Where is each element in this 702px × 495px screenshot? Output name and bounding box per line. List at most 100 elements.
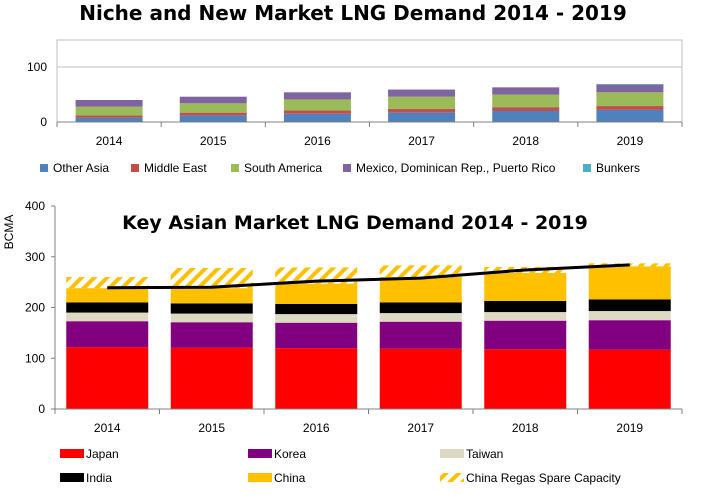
chart-2-bar-china [275, 283, 358, 304]
chart-2-total-line [107, 263, 630, 290]
chart-2-bar-korea [484, 320, 567, 350]
chart-2-bar-china-regas-spare-capacity [170, 267, 253, 289]
chart-2-bar-china [66, 288, 149, 303]
chart-2-legend-swatch [60, 449, 84, 458]
chart-1-bar-middle-east [75, 115, 143, 118]
chart-2-bar-japan [484, 349, 567, 409]
chart-2-legend-label: China Regas Spare Capacity [466, 471, 621, 485]
chart-2-x-tick-label: 2014 [94, 421, 121, 435]
chart-1-legend-label: Bunkers [596, 161, 640, 175]
chart-2-bar-korea [275, 322, 358, 349]
chart-1-y-tick-label: 0 [40, 115, 47, 129]
chart-2-title: Key Asian Market LNG Demand 2014 - 2019 [122, 212, 588, 234]
chart-2-bar-india [170, 303, 253, 314]
chart-1-bar-middle-east [179, 112, 247, 116]
chart-1-legend-swatch [343, 164, 351, 172]
chart-2-bar-india [66, 302, 149, 313]
chart-2-legend-label: Korea [274, 447, 306, 461]
chart-1-legend-label: Other Asia [53, 161, 109, 175]
chart-1-legend-label: Mexico, Dominican Rep., Puerto Rico [356, 161, 556, 175]
chart-1-bar-south-america [388, 96, 456, 109]
chart-2-bar-taiwan [275, 314, 358, 323]
chart-1-legend-swatch [583, 164, 591, 172]
chart-2-bar-india [275, 303, 358, 315]
chart-2-legend: Japan Korea Taiwan India China China Regas Sp… [60, 447, 621, 485]
chart-1-x-tick-label: 2018 [512, 134, 539, 148]
chart-2-x-tick-label: 2017 [407, 421, 434, 435]
chart-2-y-tick-label: 300 [25, 250, 45, 264]
chart-2-legend-label: India [86, 471, 112, 485]
chart-1-bar-other-asia [388, 112, 456, 122]
chart-2-legend-label: China [274, 471, 306, 485]
chart-2-bar-india [588, 299, 671, 312]
chart-1-bar-mexico-dominican-rep-puerto-rico [179, 96, 247, 104]
chart-2-bar-india [379, 302, 462, 314]
chart-2-bar-india [484, 300, 567, 313]
chart-1-bar-mexico-dominican-rep-puerto-rico [283, 92, 351, 100]
chart-2-bar-japan [66, 347, 149, 409]
chart-2-x-tick-label: 2015 [198, 421, 225, 435]
chart-2-bar-korea [588, 320, 671, 350]
chart-1-bar-mexico-dominican-rep-puerto-rico [492, 87, 560, 95]
chart-1-bar-other-asia [283, 113, 351, 122]
chart-2-bar-korea [66, 321, 149, 348]
chart-2-bar-china-regas-spare-capacity [66, 277, 149, 289]
chart-2-x-tick-label: 2019 [616, 421, 643, 435]
chart-2-bar-taiwan [484, 312, 567, 321]
chart-1-bar-other-asia [492, 111, 560, 122]
chart-1-bar-other-asia [179, 115, 247, 122]
chart-2-legend-swatch [248, 473, 272, 482]
chart-2-bar-korea [170, 322, 253, 348]
chart-1-legend-swatch [40, 164, 48, 172]
chart-1-y-tick-label: 100 [27, 60, 47, 74]
chart-1-bar-other-asia [75, 117, 143, 122]
chart-2-bar-taiwan [66, 312, 149, 322]
chart-2-bar-japan [588, 349, 671, 409]
chart-2-legend-swatch [248, 449, 272, 458]
chart-1-bar-south-america [596, 92, 664, 107]
chart-1-bar-south-america [492, 94, 560, 108]
chart-1-bar-bunkers [596, 84, 664, 85]
chart-2-legend-swatch [440, 449, 464, 458]
chart-2-axes: 0 100 200 300 400 2014 2015 2016 2017 2018 2019 [25, 199, 683, 435]
chart-1-x-tick-label: 2015 [200, 134, 227, 148]
chart-2-y-tick-label: 400 [25, 199, 45, 213]
chart-2-bars [66, 263, 671, 409]
chart-2-y-label: BCMA [2, 215, 16, 250]
chart-1-bar-middle-east [388, 108, 456, 113]
chart-1-x-tick-label: 2017 [408, 134, 435, 148]
chart-1-x-tick-label: 2019 [617, 134, 644, 148]
chart-1-legend-swatch [231, 164, 239, 172]
chart-2-bar-taiwan [588, 311, 671, 321]
chart-2-y-tick-label: 100 [25, 351, 45, 365]
chart-2-bar-japan [275, 348, 358, 409]
chart-1-bar-mexico-dominican-rep-puerto-rico [75, 100, 143, 107]
chart-1-plot-frame [56, 39, 683, 123]
chart-1-x-tick-label: 2016 [304, 134, 331, 148]
chart-2-legend-swatch [440, 473, 464, 482]
chart-2-legend-label: Japan [86, 447, 119, 461]
chart-2-bar-japan [170, 347, 253, 409]
chart-2-x-tick-label: 2016 [303, 421, 330, 435]
chart-2-bar-china [379, 277, 462, 303]
chart-1-gridlines [56, 39, 683, 123]
chart-1-axes: 0 100 2014 2015 2016 2017 2018 2019 [27, 60, 683, 148]
chart-1-legend-label: South America [244, 161, 322, 175]
chart-1-bar-other-asia [596, 109, 664, 122]
chart-2-bar-korea [379, 321, 462, 349]
chart-2-bar-taiwan [170, 313, 253, 323]
chart-1-legend-swatch [131, 164, 139, 172]
chart-2-bar-china [588, 266, 671, 300]
chart-2-bar-taiwan [379, 313, 462, 322]
chart-1-x-tick-label: 2014 [96, 134, 123, 148]
chart-2-y-tick-label: 200 [25, 301, 45, 315]
chart-2-bar-japan [379, 348, 462, 409]
chart-1-legend-label: Middle East [144, 161, 207, 175]
chart-2-legend-label: Taiwan [466, 447, 503, 461]
chart-2-y-tick-label: 0 [38, 402, 45, 416]
chart-2-x-tick-label: 2018 [512, 421, 539, 435]
chart-1-legend: Other Asia Middle East South America Mexico… [40, 161, 640, 175]
chart-2-bar-china [170, 288, 253, 304]
chart-1-bar-middle-east [596, 106, 664, 110]
